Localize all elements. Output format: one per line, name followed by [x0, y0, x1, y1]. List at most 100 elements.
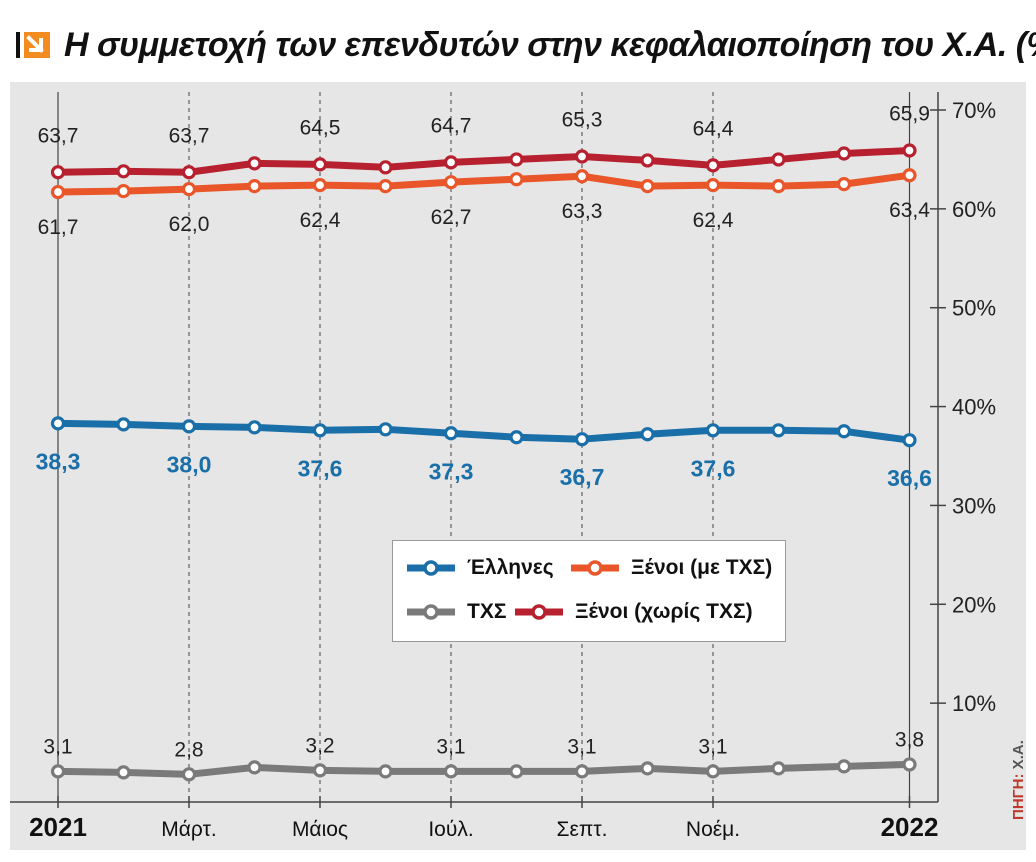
x-tick-label-4: Μάιος	[292, 818, 348, 841]
point-greeks-6	[443, 426, 459, 441]
point-txs-5	[378, 764, 393, 779]
y-tick-label-30: 30%	[952, 493, 996, 518]
point-foreign_with-13	[902, 168, 917, 183]
legend-label-greeks: Έλληνες	[467, 556, 554, 579]
point-greeks-13	[902, 433, 917, 448]
data-label-foreign_without-6: 64,7	[431, 114, 472, 137]
point-foreign_with-10	[705, 178, 721, 193]
data-label-foreign_with-13: 63,4	[889, 199, 930, 222]
point-foreign_without-5	[378, 160, 393, 175]
series-line-foreign_without	[54, 147, 913, 176]
point-greeks-0	[50, 416, 66, 431]
point-foreign_without-13	[902, 143, 917, 158]
data-label-foreign_with-8: 63,3	[562, 200, 603, 223]
point-foreign_with-11	[771, 179, 786, 194]
legend-item-greeks: Έλληνες	[405, 553, 554, 583]
y-tick-label-20: 20%	[952, 592, 996, 617]
point-foreign_with-7	[509, 172, 524, 187]
x-tick-label-2: Μάρτ.	[161, 818, 216, 841]
y-tick-label-60: 60%	[952, 197, 996, 222]
point-foreign_without-6	[443, 155, 459, 170]
point-foreign_with-5	[378, 179, 393, 194]
data-label-txs-13: 3,8	[895, 728, 924, 751]
point-txs-9	[640, 761, 655, 776]
legend-swatch-foreign-with	[571, 560, 619, 576]
point-foreign_without-11	[771, 152, 786, 167]
point-foreign_without-8	[574, 149, 590, 164]
data-label-txs-10: 3,1	[698, 735, 727, 758]
data-label-greeks-2: 38,0	[167, 451, 212, 477]
plot-background	[10, 82, 1026, 850]
point-txs-7	[509, 764, 524, 779]
series-line-foreign_with	[54, 171, 913, 196]
point-txs-1	[116, 765, 131, 780]
point-greeks-1	[116, 417, 131, 432]
legend-item-foreign-without: Ξένοι (χωρίς ΤΧΣ)	[513, 597, 753, 627]
point-greeks-9	[640, 427, 655, 442]
source-value: Χ.Α.	[1010, 740, 1027, 770]
point-greeks-4	[312, 423, 328, 438]
point-txs-0	[50, 764, 66, 779]
point-txs-3	[247, 760, 262, 775]
data-label-greeks-6: 37,3	[429, 458, 474, 484]
x-tick-label-10: Νοέμ.	[686, 818, 740, 841]
y-tick-label-70: 70%	[952, 98, 996, 123]
data-label-greeks-4: 37,6	[298, 455, 343, 481]
data-label-foreign_without-0: 63,7	[38, 124, 79, 147]
point-foreign_without-1	[116, 164, 131, 179]
data-label-txs-8: 3,1	[567, 735, 596, 758]
point-foreign_with-0	[50, 184, 66, 200]
point-txs-13	[902, 757, 917, 772]
data-label-txs-0: 3,1	[43, 735, 72, 758]
data-label-foreign_without-2: 63,7	[169, 124, 210, 147]
legend-label-foreign-with: Ξένοι (με ΤΧΣ)	[631, 556, 773, 579]
x-tick-label-6: Ιούλ.	[428, 818, 473, 841]
data-label-greeks-10: 37,6	[691, 455, 736, 481]
data-label-foreign_without-8: 65,3	[562, 108, 603, 131]
x-tick-label-8: Σεπτ.	[557, 818, 608, 841]
point-greeks-11	[771, 423, 786, 438]
point-foreign_with-2	[181, 181, 197, 197]
point-foreign_with-1	[116, 183, 131, 199]
data-label-foreign_with-10: 62,4	[693, 209, 734, 232]
x-tick-label-0: 2021	[29, 812, 87, 842]
point-txs-2	[181, 767, 197, 782]
point-foreign_without-12	[836, 146, 852, 161]
data-label-txs-6: 3,1	[436, 735, 465, 758]
point-foreign_without-3	[247, 156, 262, 171]
data-label-foreign_without-4: 64,5	[300, 116, 341, 139]
point-foreign_without-0	[50, 165, 66, 180]
point-foreign_without-4	[312, 157, 328, 172]
legend-item-foreign-with: Ξένοι (με ΤΧΣ)	[569, 553, 772, 583]
legend-label-foreign-without: Ξένοι (χωρίς ΤΧΣ)	[575, 600, 753, 623]
point-greeks-5	[378, 422, 393, 437]
point-txs-11	[771, 761, 786, 776]
data-label-foreign_with-2: 62,0	[169, 213, 210, 236]
y-tick-label-40: 40%	[952, 395, 996, 420]
source-note: ΠΗΓΗ: Χ.Α.	[1010, 740, 1027, 820]
legend-label-txs: ΤΧΣ	[467, 600, 507, 623]
point-txs-4	[312, 763, 328, 778]
point-txs-12	[836, 759, 852, 774]
point-foreign_with-4	[312, 178, 328, 193]
point-txs-6	[443, 764, 459, 779]
legend: Έλληνες Ξένοι (με ΤΧΣ) ΤΧΣ Ξένοι (χωρίς …	[392, 540, 786, 642]
point-greeks-3	[247, 420, 262, 435]
point-greeks-8	[574, 432, 590, 447]
point-greeks-10	[705, 423, 721, 438]
data-label-greeks-13: 36,6	[887, 465, 932, 491]
data-label-foreign_without-10: 64,4	[693, 117, 734, 140]
series-line-greeks	[54, 419, 913, 444]
data-label-foreign_with-4: 62,4	[300, 209, 341, 232]
point-foreign_without-7	[509, 152, 524, 167]
data-label-foreign_without-13: 65,9	[889, 103, 930, 126]
point-foreign_with-12	[836, 177, 852, 192]
legend-swatch-txs	[407, 604, 455, 620]
point-foreign_without-2	[181, 165, 197, 180]
legend-swatch-foreign-without	[515, 604, 563, 620]
point-txs-10	[705, 764, 721, 779]
legend-item-txs: ΤΧΣ	[405, 597, 506, 627]
data-label-greeks-8: 36,7	[560, 464, 605, 490]
point-txs-8	[574, 764, 590, 779]
